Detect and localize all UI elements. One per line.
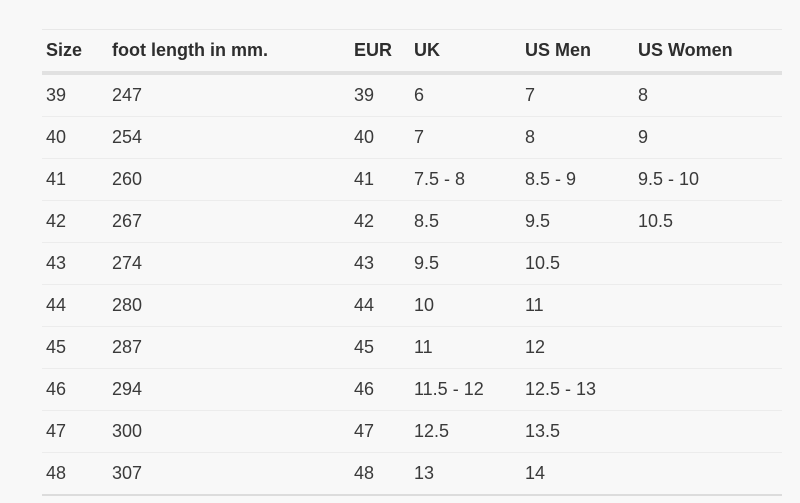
cell-us-women: 10.5	[634, 200, 782, 243]
cell-size: 47	[42, 410, 108, 453]
cell-us-men: 7	[521, 73, 634, 117]
column-header-eur: EUR	[350, 29, 410, 75]
cell-size: 48	[42, 452, 108, 496]
cell-size: 40	[42, 116, 108, 159]
cell-size: 41	[42, 158, 108, 201]
cell-foot: 287	[108, 326, 350, 369]
table-row: 45 287 45 11 12	[42, 326, 782, 369]
cell-us-men: 12.5 - 13	[521, 368, 634, 411]
table-row: 39 247 39 6 7 8	[42, 73, 782, 117]
column-header-us-men: US Men	[521, 29, 634, 75]
cell-uk: 6	[410, 73, 521, 117]
cell-eur: 46	[350, 368, 410, 411]
cell-uk: 12.5	[410, 410, 521, 453]
cell-us-men: 8	[521, 116, 634, 159]
table-row: 48 307 48 13 14	[42, 452, 782, 496]
cell-us-women	[634, 326, 782, 369]
cell-us-men: 12	[521, 326, 634, 369]
cell-us-women: 8	[634, 73, 782, 117]
cell-uk: 11	[410, 326, 521, 369]
cell-uk: 11.5 - 12	[410, 368, 521, 411]
cell-eur: 40	[350, 116, 410, 159]
table-row: 43 274 43 9.5 10.5	[42, 242, 782, 285]
cell-us-men: 14	[521, 452, 634, 496]
table-row: 41 260 41 7.5 - 8 8.5 - 9 9.5 - 10	[42, 158, 782, 201]
cell-foot: 294	[108, 368, 350, 411]
cell-eur: 43	[350, 242, 410, 285]
column-header-us-women: US Women	[634, 29, 782, 75]
table-row: 46 294 46 11.5 - 12 12.5 - 13	[42, 368, 782, 411]
cell-us-women: 9.5 - 10	[634, 158, 782, 201]
cell-eur: 41	[350, 158, 410, 201]
column-header-uk: UK	[410, 29, 521, 75]
cell-eur: 44	[350, 284, 410, 327]
table-row: 44 280 44 10 11	[42, 284, 782, 327]
cell-uk: 7	[410, 116, 521, 159]
cell-us-men: 13.5	[521, 410, 634, 453]
cell-us-men: 11	[521, 284, 634, 327]
cell-foot: 247	[108, 73, 350, 117]
cell-size: 46	[42, 368, 108, 411]
table-body: 39 247 39 6 7 8 40 254 40 7 8 9 41 260 41 7.5 - 8 8.5 - …	[42, 73, 782, 496]
cell-eur: 39	[350, 73, 410, 117]
size-chart-container: Size foot length in mm. EUR UK US Men US Wome…	[42, 29, 782, 496]
cell-foot: 274	[108, 242, 350, 285]
table-row: 40 254 40 7 8 9	[42, 116, 782, 159]
cell-foot: 280	[108, 284, 350, 327]
cell-size: 43	[42, 242, 108, 285]
cell-us-women	[634, 242, 782, 285]
size-chart-table: Size foot length in mm. EUR UK US Men US Wome…	[42, 29, 782, 496]
cell-size: 39	[42, 73, 108, 117]
cell-uk: 7.5 - 8	[410, 158, 521, 201]
cell-eur: 48	[350, 452, 410, 496]
cell-foot: 267	[108, 200, 350, 243]
column-header-size: Size	[42, 29, 108, 75]
cell-uk: 8.5	[410, 200, 521, 243]
cell-us-women: 9	[634, 116, 782, 159]
cell-uk: 9.5	[410, 242, 521, 285]
cell-us-women	[634, 368, 782, 411]
table-row: 47 300 47 12.5 13.5	[42, 410, 782, 453]
cell-us-men: 10.5	[521, 242, 634, 285]
cell-uk: 10	[410, 284, 521, 327]
cell-foot: 260	[108, 158, 350, 201]
cell-size: 45	[42, 326, 108, 369]
cell-eur: 42	[350, 200, 410, 243]
header-row: Size foot length in mm. EUR UK US Men US Wome…	[42, 29, 782, 75]
cell-foot: 254	[108, 116, 350, 159]
cell-size: 44	[42, 284, 108, 327]
cell-uk: 13	[410, 452, 521, 496]
cell-eur: 47	[350, 410, 410, 453]
cell-us-women	[634, 410, 782, 453]
cell-us-men: 9.5	[521, 200, 634, 243]
cell-foot: 307	[108, 452, 350, 496]
cell-us-men: 8.5 - 9	[521, 158, 634, 201]
table-row: 42 267 42 8.5 9.5 10.5	[42, 200, 782, 243]
cell-size: 42	[42, 200, 108, 243]
cell-eur: 45	[350, 326, 410, 369]
cell-foot: 300	[108, 410, 350, 453]
column-header-foot: foot length in mm.	[108, 29, 350, 75]
cell-us-women	[634, 452, 782, 496]
cell-us-women	[634, 284, 782, 327]
